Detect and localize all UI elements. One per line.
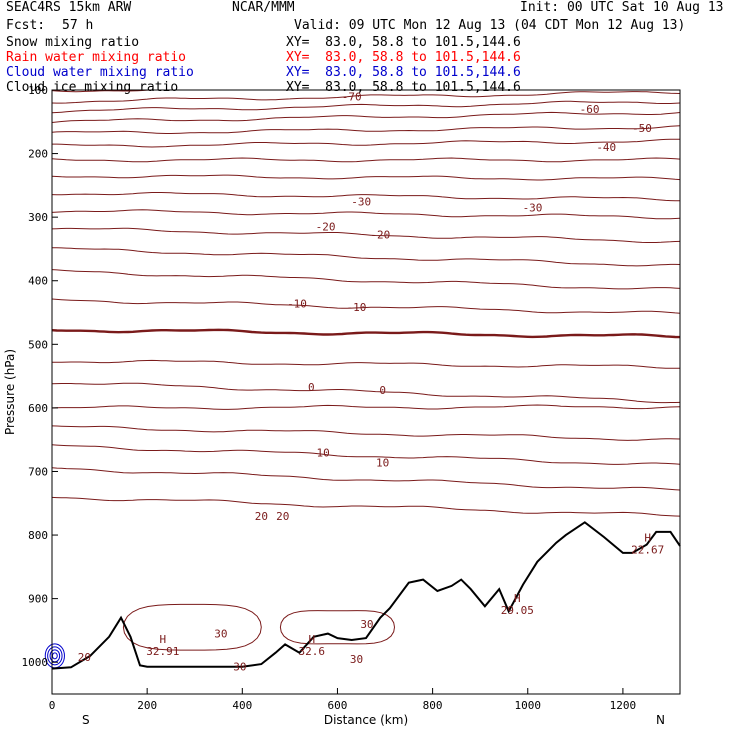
high-value: 29.05 [501,604,534,617]
contour-label: 30 [360,618,373,631]
isotherm--25 [51,209,681,220]
isotherm--60 [51,100,681,114]
y-tick-label: 800 [28,529,48,542]
legend-cloud-water-xy: XY= 83.0, 58.8 to 101.5,144.6 [286,65,521,80]
isotherm--10 [51,269,681,290]
isotherm-contours [44,89,681,669]
contour-label: 30 [233,661,246,674]
contour-label: 10 [376,457,389,470]
cloud-water-contour [47,646,63,666]
y-tick-label: 300 [28,211,48,224]
isotherm-5 [52,359,680,369]
high-value: 32.91 [146,645,179,658]
y-axis-title: Pressure (hPa) [3,349,17,435]
warm-pocket-central [279,610,396,645]
contour-label: -40 [596,141,616,154]
contour-label: 30 [350,653,363,666]
isotherm-35 [51,496,681,517]
contour-label: -10 [347,301,367,314]
init-time: Init: 00 UTC Sat 10 Aug 13 [520,0,724,15]
x-end-label-north: N [656,713,665,727]
high-marker: H [514,592,521,605]
x-tick-label: 1200 [610,699,637,712]
contour-label: -20 [370,228,390,241]
isotherm--15 [52,247,681,267]
forecast-hour: 57 h [62,18,94,33]
legend-snow-xy: XY= 83.0, 58.8 to 101.5,144.6 [286,35,521,50]
contour-label: -70 [342,90,362,103]
legend-cloud-water-label: Cloud water mixing ratio [6,65,194,80]
contour-label: -10 [287,298,307,311]
isotherm--20 [51,227,681,243]
high-marker: H [160,633,167,646]
x-tick-label: 200 [137,699,157,712]
isotherm-30 [51,467,681,491]
contour-label: 20 [78,651,91,664]
contour-label: -30 [351,195,371,208]
contour-label: -30 [523,202,543,215]
terrain-outline [51,521,681,670]
contour-label: 10 [317,446,330,459]
isotherm-10 [51,382,681,404]
high-marker: H [644,531,651,544]
plot-frame [51,89,681,695]
isotherm--5 [51,298,681,314]
model-title: SEAC4RS 15km ARW [6,0,132,15]
isotherm-0 [51,328,681,339]
isotherm--50 [51,125,681,134]
y-tick-label: 500 [28,338,48,351]
legend-rain-xy: XY= 83.0, 58.8 to 101.5,144.6 [286,50,521,65]
x-tick-label: 800 [423,699,443,712]
x-axis-title: Distance (km) [324,713,408,727]
isotherm--40 [51,157,681,163]
y-tick-label: 700 [28,465,48,478]
contour-label: -20 [316,221,336,234]
forecast-label: Fcst: [6,18,46,33]
warm-pocket-west [122,603,262,651]
cloud-water-contour [51,652,58,660]
legend-rain-label: Rain water mixing ratio [6,50,187,65]
y-tick-label: 100 [28,84,48,97]
legend-snow-label: Snow mixing ratio [6,35,140,50]
terrain-line [51,521,681,670]
contour-label: 20 [276,510,289,523]
contour-label: 0 [379,384,386,397]
y-tick-label: 600 [28,402,48,415]
y-tick-label: 400 [28,275,48,288]
y-tick-label: 900 [28,593,48,606]
isotherm--35 [51,174,681,181]
x-tick-label: 600 [328,699,348,712]
high-value: 22.67 [631,543,664,556]
contour-label: -50 [632,122,652,135]
contour-label: 20 [255,510,268,523]
high-marker: H [308,633,315,646]
isotherm-20 [51,425,681,441]
isotherm--55 [51,111,681,123]
high-value: 32.6 [299,645,326,658]
x-end-label-south: S [82,713,90,727]
isotherm-15 [51,404,681,410]
x-tick-label: 0 [49,699,56,712]
org-label: NCAR/MMM [232,0,295,15]
y-tick-label: 1000 [22,656,49,669]
y-tick-label: 200 [28,148,48,161]
x-tick-label: 400 [232,699,252,712]
isotherm--65 [51,91,681,104]
cloud-water-contour [49,649,61,663]
contour-label: 0 [308,381,315,394]
contour-labels: -70 -60 -50 -40 -30 -30 -20 -20 -10 -10 0 0 10 10 20 20… [78,90,664,673]
isotherm-25 [51,444,681,465]
contour-label: 30 [214,628,227,641]
isotherm--30 [51,192,681,202]
x-tick-label: 1000 [515,699,542,712]
valid-time: Valid: 09 UTC Mon 12 Aug 13 (04 CDT Mon … [294,18,686,33]
isotherm--45 [52,138,681,148]
legend-cloud-ice-xy: XY= 83.0, 58.8 to 101.5,144.6 [286,80,521,95]
contour-label: -60 [580,103,600,116]
